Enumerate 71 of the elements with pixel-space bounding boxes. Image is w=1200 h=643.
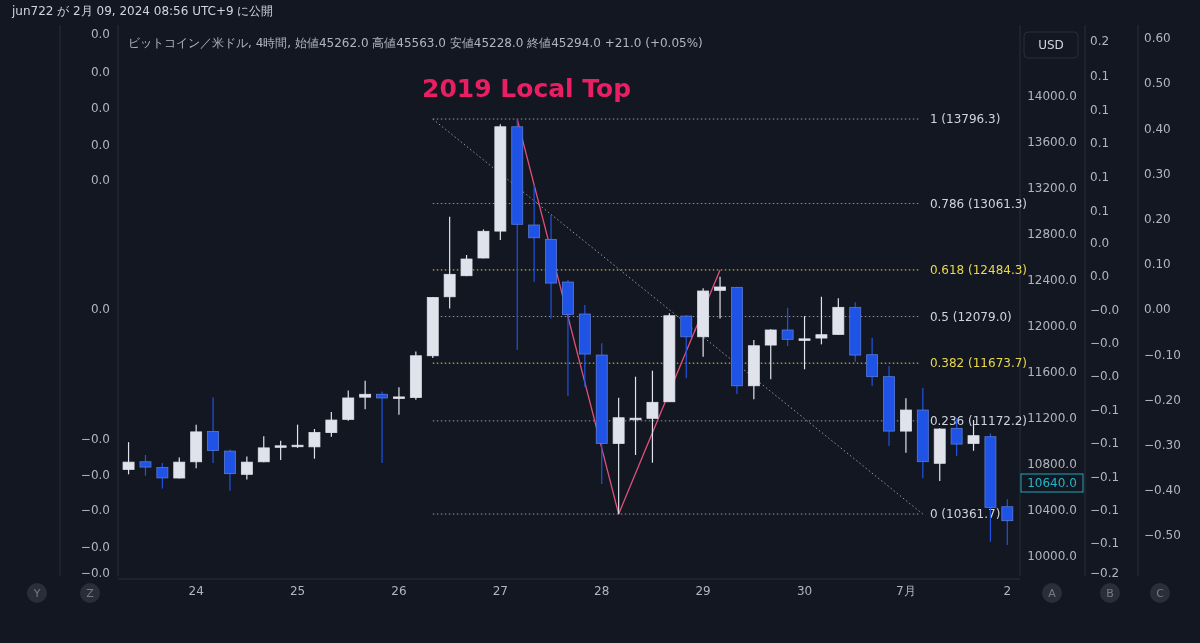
x-tick-label: 28: [594, 584, 610, 598]
y-tick-label: 13600.0: [1027, 134, 1077, 149]
text: 0.1: [1090, 69, 1110, 83]
text: 0.0: [1090, 269, 1110, 283]
last-price-label: 10640.0: [1020, 473, 1084, 493]
y-tick-label: 10800.0: [1027, 456, 1077, 471]
text: −0.0: [1090, 303, 1120, 317]
text: −0.0: [80, 432, 110, 446]
text: 0.0: [90, 138, 110, 152]
text: −0.0: [1090, 336, 1120, 350]
x-tick-label: 29: [695, 584, 711, 598]
y-tick-label: 11600.0: [1027, 364, 1077, 379]
ref-line-label: 0.382 (11673.7): [929, 356, 1028, 371]
text: 0.0: [90, 27, 110, 41]
ref-line-label: 1 (13796.3): [929, 112, 1001, 127]
ref-line-label: 0.5 (12079.0): [929, 309, 1012, 324]
x-tick-label: 7月: [896, 584, 916, 598]
x-tick-label: 30: [796, 584, 813, 598]
text: −0.1: [1090, 536, 1120, 550]
y-tick-label: 11200.0: [1027, 410, 1077, 425]
text: −0.0: [80, 468, 110, 482]
y-tick-label: 10400.0: [1027, 502, 1077, 517]
text: −0.1: [1090, 436, 1120, 450]
text: 0.0: [90, 173, 110, 187]
text: jun722 が 2月 09, 2024 08:56 UTC+9 に公開: [11, 4, 274, 18]
x-tick-label: 26: [391, 584, 407, 598]
text: 0.0: [90, 302, 110, 316]
text: −0.0: [80, 540, 110, 554]
y2-tick-label: 0.40: [1144, 121, 1171, 136]
text: 0.0: [90, 101, 110, 115]
y2-tick-label: 0.10: [1144, 257, 1171, 272]
y2-tick-label: 0.50: [1144, 76, 1171, 91]
y2-tick-label: 0.30: [1144, 166, 1171, 181]
y-tick-label: 10000.0: [1027, 548, 1077, 563]
x-tick-label: 2: [1003, 584, 1012, 598]
ylabel: USD: [1023, 31, 1079, 59]
y-tick-label: 12000.0: [1027, 318, 1077, 333]
text: 0.0: [1090, 236, 1110, 250]
text: −0.0: [80, 566, 110, 580]
y-tick-label: 12800.0: [1027, 226, 1077, 241]
ref-line-label: 0.786 (13061.3): [929, 196, 1028, 211]
ref-line-label: 0.618 (12484.3): [929, 262, 1028, 277]
y2-tick-label: −0.50: [1144, 528, 1181, 543]
y2-tick-label: −0.30: [1144, 437, 1181, 452]
text: 0.1: [1090, 136, 1110, 150]
x-tick-label: 24: [188, 584, 204, 598]
text: 0.0: [90, 65, 110, 79]
y-tick-label: 13200.0: [1027, 180, 1077, 195]
y2-tick-label: −0.10: [1144, 347, 1181, 362]
y2-tick-label: −0.20: [1144, 392, 1181, 407]
y-tick-label: 14000.0: [1027, 88, 1077, 103]
subtitle: ビットコイン／米ドル, 4時間, 始値45262.0 高値45563.0 安値45228.0 終値45294.0 +21.0 (+0.05%): [128, 36, 703, 50]
text: −0.1: [1090, 470, 1120, 484]
title: 2019 Local Top: [422, 73, 632, 103]
text: −0.2: [1090, 566, 1120, 580]
y2-tick-label: 0.60: [1144, 31, 1171, 46]
text: −0.0: [1090, 369, 1120, 383]
text: 0.1: [1090, 204, 1110, 218]
y2-tick-label: 0.20: [1144, 211, 1171, 226]
y2-tick-label: −0.40: [1144, 483, 1181, 498]
y2-tick-label: 0.00: [1144, 302, 1171, 317]
text: 0.2: [1090, 34, 1110, 48]
text: −0.1: [1090, 503, 1120, 517]
x-tick-label: 25: [289, 584, 306, 598]
x-tick-label: 27: [492, 584, 508, 598]
text: 0.1: [1090, 170, 1110, 184]
text: −0.1: [1090, 403, 1120, 417]
text: −0.0: [80, 503, 110, 517]
text: 0.1: [1090, 103, 1110, 117]
y-tick-label: 12400.0: [1027, 272, 1077, 287]
y-axis-title: USD: [1038, 38, 1064, 52]
